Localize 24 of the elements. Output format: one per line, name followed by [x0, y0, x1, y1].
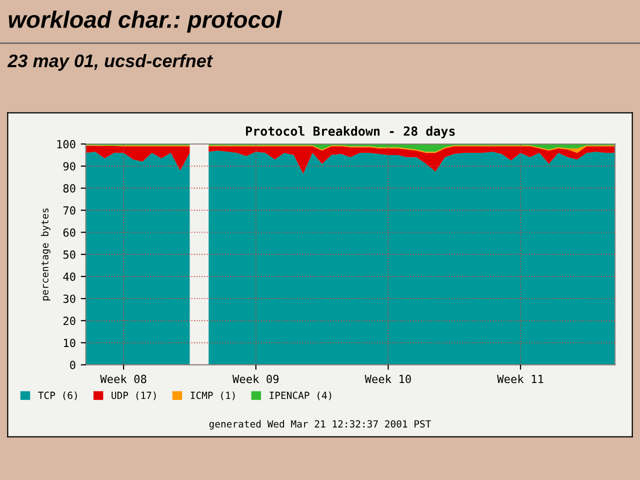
- x-tick-label: Week 11: [497, 374, 544, 384]
- legend-label: IPENCAP (4): [270, 392, 332, 400]
- y-tick-label: 90: [63, 162, 76, 170]
- legend-label: ICMP (1): [190, 392, 235, 400]
- y-tick-label: 0: [70, 360, 76, 370]
- y-tick-label: 10: [64, 338, 76, 348]
- y-tick-label: 70: [63, 206, 76, 215]
- text: generated Wed Mar 21 12:32:37 2001 PST: [209, 420, 431, 430]
- legend-label: TCP (6): [38, 392, 77, 400]
- x-tick-label: Week 08: [100, 374, 146, 384]
- text: workload char.: protocol: [8, 10, 282, 33]
- y-tick-label: 100: [57, 140, 76, 148]
- y-tick-label: 40: [63, 272, 76, 281]
- legend-label: UDP (17): [112, 392, 156, 400]
- text: 23 may 01, ucsd-cerfnet: [7, 54, 214, 71]
- y-tick-label: 60: [63, 228, 76, 237]
- y-axis-title: percentage bytes: [40, 208, 50, 300]
- y-tick-label: 50: [63, 250, 76, 259]
- chart-title: Protocol Breakdown - 28 days: [246, 126, 455, 138]
- x-tick-label: Week 09: [232, 374, 279, 384]
- x-tick-label: Week 10: [364, 374, 411, 384]
- y-tick-label: 30: [63, 294, 76, 303]
- y-tick-label: 20: [63, 316, 76, 326]
- y-tick-label: 80: [63, 184, 76, 193]
